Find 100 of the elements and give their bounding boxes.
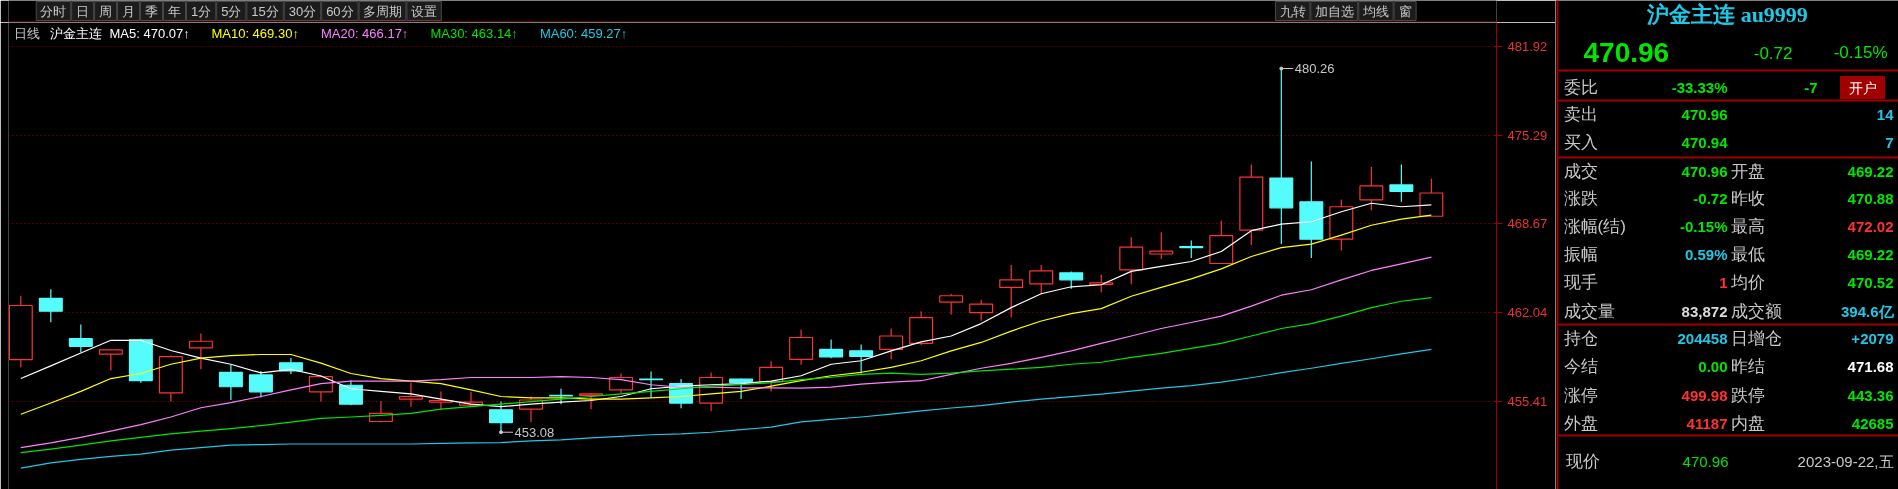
text: 469.22 xyxy=(1847,162,1894,180)
text: -0.72 xyxy=(1693,189,1728,207)
text: 470.52 xyxy=(1847,273,1894,291)
text: 加自选 xyxy=(1314,4,1354,19)
text: 470.96 xyxy=(1681,162,1728,180)
candlestick xyxy=(1119,236,1144,285)
y-tick-label: 481.92 xyxy=(1507,38,1548,54)
y-tick-label: 475.29 xyxy=(1507,127,1548,143)
text: 15分 xyxy=(251,4,279,19)
text: -33.33% xyxy=(1671,79,1728,96)
text: 涨跌 xyxy=(1563,189,1598,208)
text: MA10: 469.30↑ xyxy=(211,25,299,41)
candlestick xyxy=(1029,264,1054,295)
text: 昨收 xyxy=(1730,189,1765,208)
candlestick xyxy=(1389,164,1414,203)
text: MA20: 466.17↑ xyxy=(320,25,409,41)
text: 1分 xyxy=(190,4,212,19)
text: 470.96 xyxy=(1682,452,1729,470)
text: -7 xyxy=(1804,78,1818,96)
text: MA5: 470.07↑ xyxy=(109,25,190,41)
text: 季 xyxy=(145,4,159,19)
text: MA30: 463.14↑ xyxy=(430,25,518,41)
text: 年 xyxy=(168,4,182,19)
candlestick xyxy=(248,370,273,399)
line-series xyxy=(20,297,1432,454)
candlestick xyxy=(1149,231,1174,260)
candlestick xyxy=(1419,178,1444,217)
candlestick xyxy=(188,333,213,370)
text: 83,872 xyxy=(1681,302,1728,320)
candlestick xyxy=(849,343,874,374)
text: -0.72 xyxy=(1753,43,1793,63)
candlestick xyxy=(1359,166,1384,211)
text: 470.96 xyxy=(1681,105,1728,123)
candlestick xyxy=(939,293,964,316)
text: 现手 xyxy=(1563,273,1598,292)
annotation: 453.08 xyxy=(514,424,555,440)
text: 月 xyxy=(122,4,136,19)
text: 60分 xyxy=(326,4,354,19)
text: 持仓 xyxy=(1563,329,1598,348)
candlestick xyxy=(969,299,994,322)
text: 今结 xyxy=(1563,357,1598,376)
text: 设置 xyxy=(411,4,438,19)
text: -0.15% xyxy=(1679,218,1728,235)
candlestick xyxy=(999,264,1024,318)
y-tick-label: 468.67 xyxy=(1507,216,1548,232)
text: 沪金主连 au9999 xyxy=(1646,2,1808,27)
text: 九转 xyxy=(1279,4,1306,19)
text: 现价 xyxy=(1565,452,1600,471)
text: 买入 xyxy=(1563,133,1598,152)
text: 41187 xyxy=(1686,414,1728,432)
annotation: 480.26 xyxy=(1294,61,1335,77)
text: 499.98 xyxy=(1681,386,1728,404)
text: 周 xyxy=(99,4,113,19)
text: 30分 xyxy=(288,4,317,19)
text: 1 xyxy=(1719,273,1728,291)
text: 469.22 xyxy=(1847,245,1894,263)
text: 最高 xyxy=(1730,217,1765,236)
candlestick xyxy=(639,370,664,399)
text: 2023-09-22,五 xyxy=(1797,453,1894,470)
text: 振幅 xyxy=(1563,245,1598,264)
text: 内盘 xyxy=(1730,414,1765,433)
text: -0.15% xyxy=(1833,43,1888,62)
text: 7 xyxy=(1885,133,1894,151)
chart-subtitle: 日线 xyxy=(13,25,40,41)
text: 最低 xyxy=(1730,245,1765,264)
text: 0.59% xyxy=(1684,246,1728,263)
text: 471.68 xyxy=(1847,357,1894,375)
text: 昨结 xyxy=(1730,357,1765,376)
text: 日 xyxy=(76,4,90,19)
text: 14 xyxy=(1876,105,1895,123)
line-series xyxy=(20,348,1432,469)
text: 472.02 xyxy=(1847,217,1894,235)
text: 443.36 xyxy=(1847,386,1894,404)
text: 开户 xyxy=(1848,79,1877,96)
text: 分时 xyxy=(40,4,67,19)
text: 成交量 xyxy=(1563,302,1615,321)
text: 470.94 xyxy=(1681,133,1729,151)
text: +2079 xyxy=(1851,329,1894,347)
text: MA60: 459.27↑ xyxy=(539,25,628,41)
text: 窗 xyxy=(1398,4,1412,19)
text: 470.96 xyxy=(1583,37,1670,68)
text: 0.00 xyxy=(1698,357,1728,375)
text: 394.6亿 xyxy=(1840,303,1895,320)
text: 日增仓 xyxy=(1730,329,1782,348)
candlestick xyxy=(729,377,754,400)
text: 开盘 xyxy=(1730,162,1765,181)
candlestick xyxy=(428,390,453,411)
candlestick xyxy=(218,364,243,401)
candlestick xyxy=(38,288,63,323)
text: 204458 xyxy=(1677,329,1728,347)
candlestick xyxy=(879,327,904,360)
y-tick-label: 462.04 xyxy=(1507,304,1548,320)
text: 委比 xyxy=(1563,78,1598,97)
text: 跌停 xyxy=(1730,386,1765,405)
text: 多周期 xyxy=(362,4,402,19)
text: 外盘 xyxy=(1563,414,1598,433)
line-series xyxy=(20,256,1432,449)
y-tick-label: 455.41 xyxy=(1507,393,1548,409)
text: 成交 xyxy=(1563,162,1598,181)
candlestick xyxy=(68,323,93,353)
